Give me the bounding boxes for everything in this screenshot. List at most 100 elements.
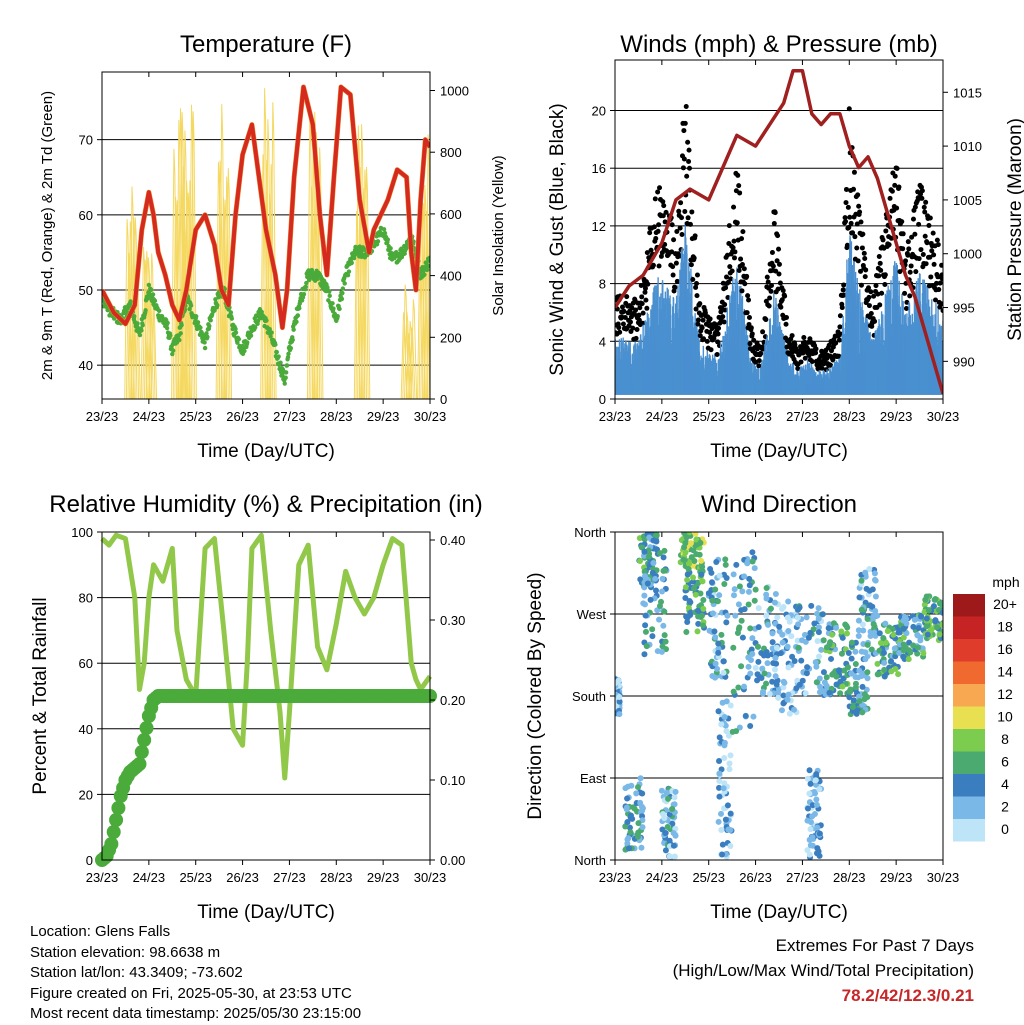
humidity-xtick-label: 27/23	[273, 870, 306, 885]
wind-gust-point	[694, 272, 700, 278]
wind-direction-point	[813, 679, 820, 686]
wind-direction-point	[859, 683, 866, 690]
wind-direction-point	[906, 647, 913, 654]
dewpoint-point	[139, 328, 144, 333]
wind-gust-point	[800, 350, 806, 356]
wind-gust-point	[931, 261, 937, 267]
wind-gust-point	[685, 139, 691, 145]
wind-direction-point	[766, 690, 773, 697]
temperature-ytick-right-label: 400	[440, 269, 462, 284]
wind-gust-point	[843, 218, 849, 224]
wind-direction-point	[847, 686, 854, 693]
wind-gust-point	[848, 220, 854, 226]
wind-direction-point	[691, 585, 698, 592]
wind-gust-point	[899, 219, 905, 225]
wind-direction-point	[786, 618, 793, 625]
wind-direction-point	[761, 670, 768, 677]
wind-direction-point	[745, 601, 752, 608]
wind-direction-point	[662, 847, 669, 854]
wind-gust-point	[670, 272, 676, 278]
wind-gust-point	[858, 282, 864, 288]
wind-gust-point	[686, 147, 692, 153]
wind-direction-point	[881, 673, 888, 680]
wind-direction-point	[727, 752, 734, 759]
dewpoint-point	[291, 327, 296, 332]
direction-ytick-label: West	[577, 607, 607, 622]
wind-direction-point	[649, 626, 656, 633]
winds-title: Winds (mph) & Pressure (mb)	[620, 31, 937, 58]
wind-direction-point	[694, 628, 701, 635]
dewpoint-point	[349, 260, 354, 266]
wind-direction-point	[773, 644, 780, 651]
wind-gust-point	[650, 262, 656, 268]
dewpoint-point	[177, 337, 182, 343]
wind-direction-point	[813, 801, 820, 808]
wind-direction-point	[776, 628, 783, 635]
wind-direction-point	[794, 614, 801, 621]
dewpoint-point	[152, 298, 158, 304]
wind-direction-point	[855, 627, 862, 634]
wind-gust-point	[868, 289, 874, 295]
wind-direction-point	[807, 826, 814, 833]
wind-direction-point	[646, 534, 653, 541]
wind-gust-point	[858, 219, 864, 225]
direction-plot-border	[614, 531, 944, 861]
wind-direction-point	[837, 678, 844, 685]
wind-direction-point	[773, 660, 780, 667]
wind-direction-point	[816, 786, 823, 793]
wind-gust-point	[769, 282, 775, 288]
wind-direction-point	[752, 586, 759, 593]
wind-direction-point	[726, 760, 733, 767]
wind-direction-point	[850, 697, 857, 704]
legend-swatch	[953, 729, 985, 752]
wind-direction-point	[699, 563, 706, 570]
wind-direction-point	[915, 625, 922, 632]
wind-direction-point	[888, 658, 895, 665]
wind-direction-point	[918, 613, 925, 620]
wind-direction-point	[725, 732, 732, 739]
direction-xtick-label: 24/23	[646, 870, 679, 885]
wind-direction-point	[659, 810, 666, 817]
wind-gust-point	[909, 234, 915, 240]
wind-direction-point	[749, 651, 756, 658]
wind-gust-point	[789, 333, 795, 339]
wind-direction-point	[698, 612, 705, 619]
wind-gust-point	[697, 333, 703, 339]
wind-direction-point	[820, 669, 827, 676]
wind-direction-point	[642, 573, 649, 580]
wind-direction-point	[641, 568, 648, 575]
wind-gust-point	[679, 231, 685, 237]
dewpoint-point	[156, 308, 162, 314]
wind-direction-point	[664, 823, 671, 830]
winds-xtick-label: 24/23	[646, 409, 679, 424]
wind-gust-point	[731, 204, 737, 210]
wind-gust-point	[922, 209, 928, 215]
wind-direction-point	[709, 610, 716, 617]
wind-direction-point	[698, 571, 705, 578]
winds-ytick-right-label: 990	[953, 354, 975, 369]
wind-direction-point	[760, 688, 767, 695]
wind-gust-point	[693, 284, 699, 290]
dewpoint-point	[170, 351, 175, 357]
wind-gust-point	[767, 295, 773, 301]
wind-gust-point	[841, 282, 847, 288]
wind-gust-point	[877, 302, 883, 308]
legend-label: 6	[1001, 754, 1009, 770]
wind-gust-point	[879, 290, 885, 296]
wind-direction-point	[637, 775, 644, 782]
wind-gust-point	[689, 209, 695, 215]
wind-direction-point	[764, 652, 771, 659]
temperature-ytick-label: 40	[79, 358, 93, 373]
wind-direction-point	[860, 627, 867, 634]
wind-direction-point	[660, 554, 667, 561]
wind-direction-point	[750, 713, 757, 720]
dewpoint-point	[426, 263, 430, 269]
dewpoint-point	[304, 280, 309, 286]
wind-gust-point	[871, 293, 877, 299]
wind-direction-point	[936, 631, 943, 638]
wind-gust-point	[633, 307, 639, 313]
wind-direction-point	[813, 663, 820, 670]
dewpoint-point	[193, 314, 199, 319]
dewpoint-point	[137, 332, 143, 338]
wind-gust-point	[695, 317, 701, 323]
